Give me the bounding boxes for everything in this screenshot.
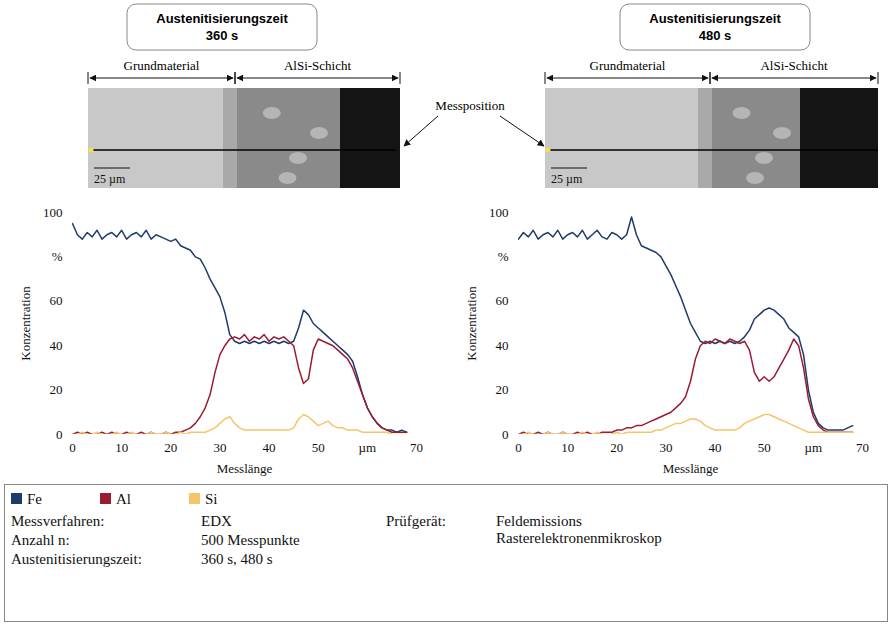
html-text:500 Messpunkte: 500 Messpunkte xyxy=(201,532,300,548)
svg-text:70: 70 xyxy=(410,440,423,455)
svg-text:50: 50 xyxy=(312,440,325,455)
html-text:Si: Si xyxy=(205,491,218,507)
html-text:Fe: Fe xyxy=(27,491,42,507)
svg-text:Konzentration: Konzentration xyxy=(464,286,479,361)
svg-text:10: 10 xyxy=(561,440,574,455)
html-text:Prüfgerät:: Prüfgerät: xyxy=(386,513,446,529)
svg-text:25 µm: 25 µm xyxy=(551,172,583,186)
html-text:Austenitisierungszeit:: Austenitisierungszeit: xyxy=(11,551,142,567)
svg-text:Austenitisierungszeit360 s: Austenitisierungszeit360 s xyxy=(156,11,288,43)
svg-text:30: 30 xyxy=(659,440,672,455)
svg-text:Messlänge: Messlänge xyxy=(217,461,273,476)
svg-text:40: 40 xyxy=(50,338,63,353)
svg-text:0: 0 xyxy=(56,427,63,442)
svg-text:70: 70 xyxy=(856,440,869,455)
svg-text:0: 0 xyxy=(502,427,509,442)
svg-text:20: 20 xyxy=(50,382,63,397)
svg-text:AlSi-Schicht: AlSi-Schicht xyxy=(284,58,352,73)
svg-text:25 µm: 25 µm xyxy=(94,172,126,186)
svg-text:30: 30 xyxy=(213,440,226,455)
svg-text:µm: µm xyxy=(359,440,377,455)
svg-text:60: 60 xyxy=(496,293,509,308)
svg-text:10: 10 xyxy=(115,440,128,455)
svg-text:20: 20 xyxy=(496,382,509,397)
html-text:Feldemissions Rasterelektronen: Feldemissions Rasterelektronenmikroskop xyxy=(496,513,662,546)
svg-text:µm: µm xyxy=(805,440,823,455)
svg-text:Grundmaterial: Grundmaterial xyxy=(124,58,200,73)
svg-text:%: % xyxy=(498,249,509,264)
svg-text:40: 40 xyxy=(263,440,276,455)
svg-text:100: 100 xyxy=(43,205,63,220)
svg-text:Konzentration: Konzentration xyxy=(18,286,33,361)
svg-text:40: 40 xyxy=(496,338,509,353)
svg-text:AlSi-Schicht: AlSi-Schicht xyxy=(760,58,828,73)
svg-text:0: 0 xyxy=(515,440,522,455)
svg-text:100: 100 xyxy=(489,205,509,220)
html-text:EDX: EDX xyxy=(201,513,232,529)
svg-text:Grundmaterial: Grundmaterial xyxy=(590,58,666,73)
html-text:Al: Al xyxy=(116,491,131,507)
html-text:Messverfahren:: Messverfahren: xyxy=(11,513,105,529)
html-text:360 s, 480 s: 360 s, 480 s xyxy=(201,551,273,567)
svg-text:20: 20 xyxy=(164,440,177,455)
svg-text:Messposition: Messposition xyxy=(435,98,505,113)
svg-text:%: % xyxy=(52,249,63,264)
svg-text:Messlänge: Messlänge xyxy=(663,461,719,476)
svg-text:50: 50 xyxy=(758,440,771,455)
svg-text:20: 20 xyxy=(610,440,623,455)
svg-text:Austenitisierungszeit480 s: Austenitisierungszeit480 s xyxy=(649,11,781,43)
svg-text:0: 0 xyxy=(69,440,76,455)
svg-text:60: 60 xyxy=(50,293,63,308)
svg-text:40: 40 xyxy=(709,440,722,455)
html-text:Anzahl n:: Anzahl n: xyxy=(11,532,70,548)
